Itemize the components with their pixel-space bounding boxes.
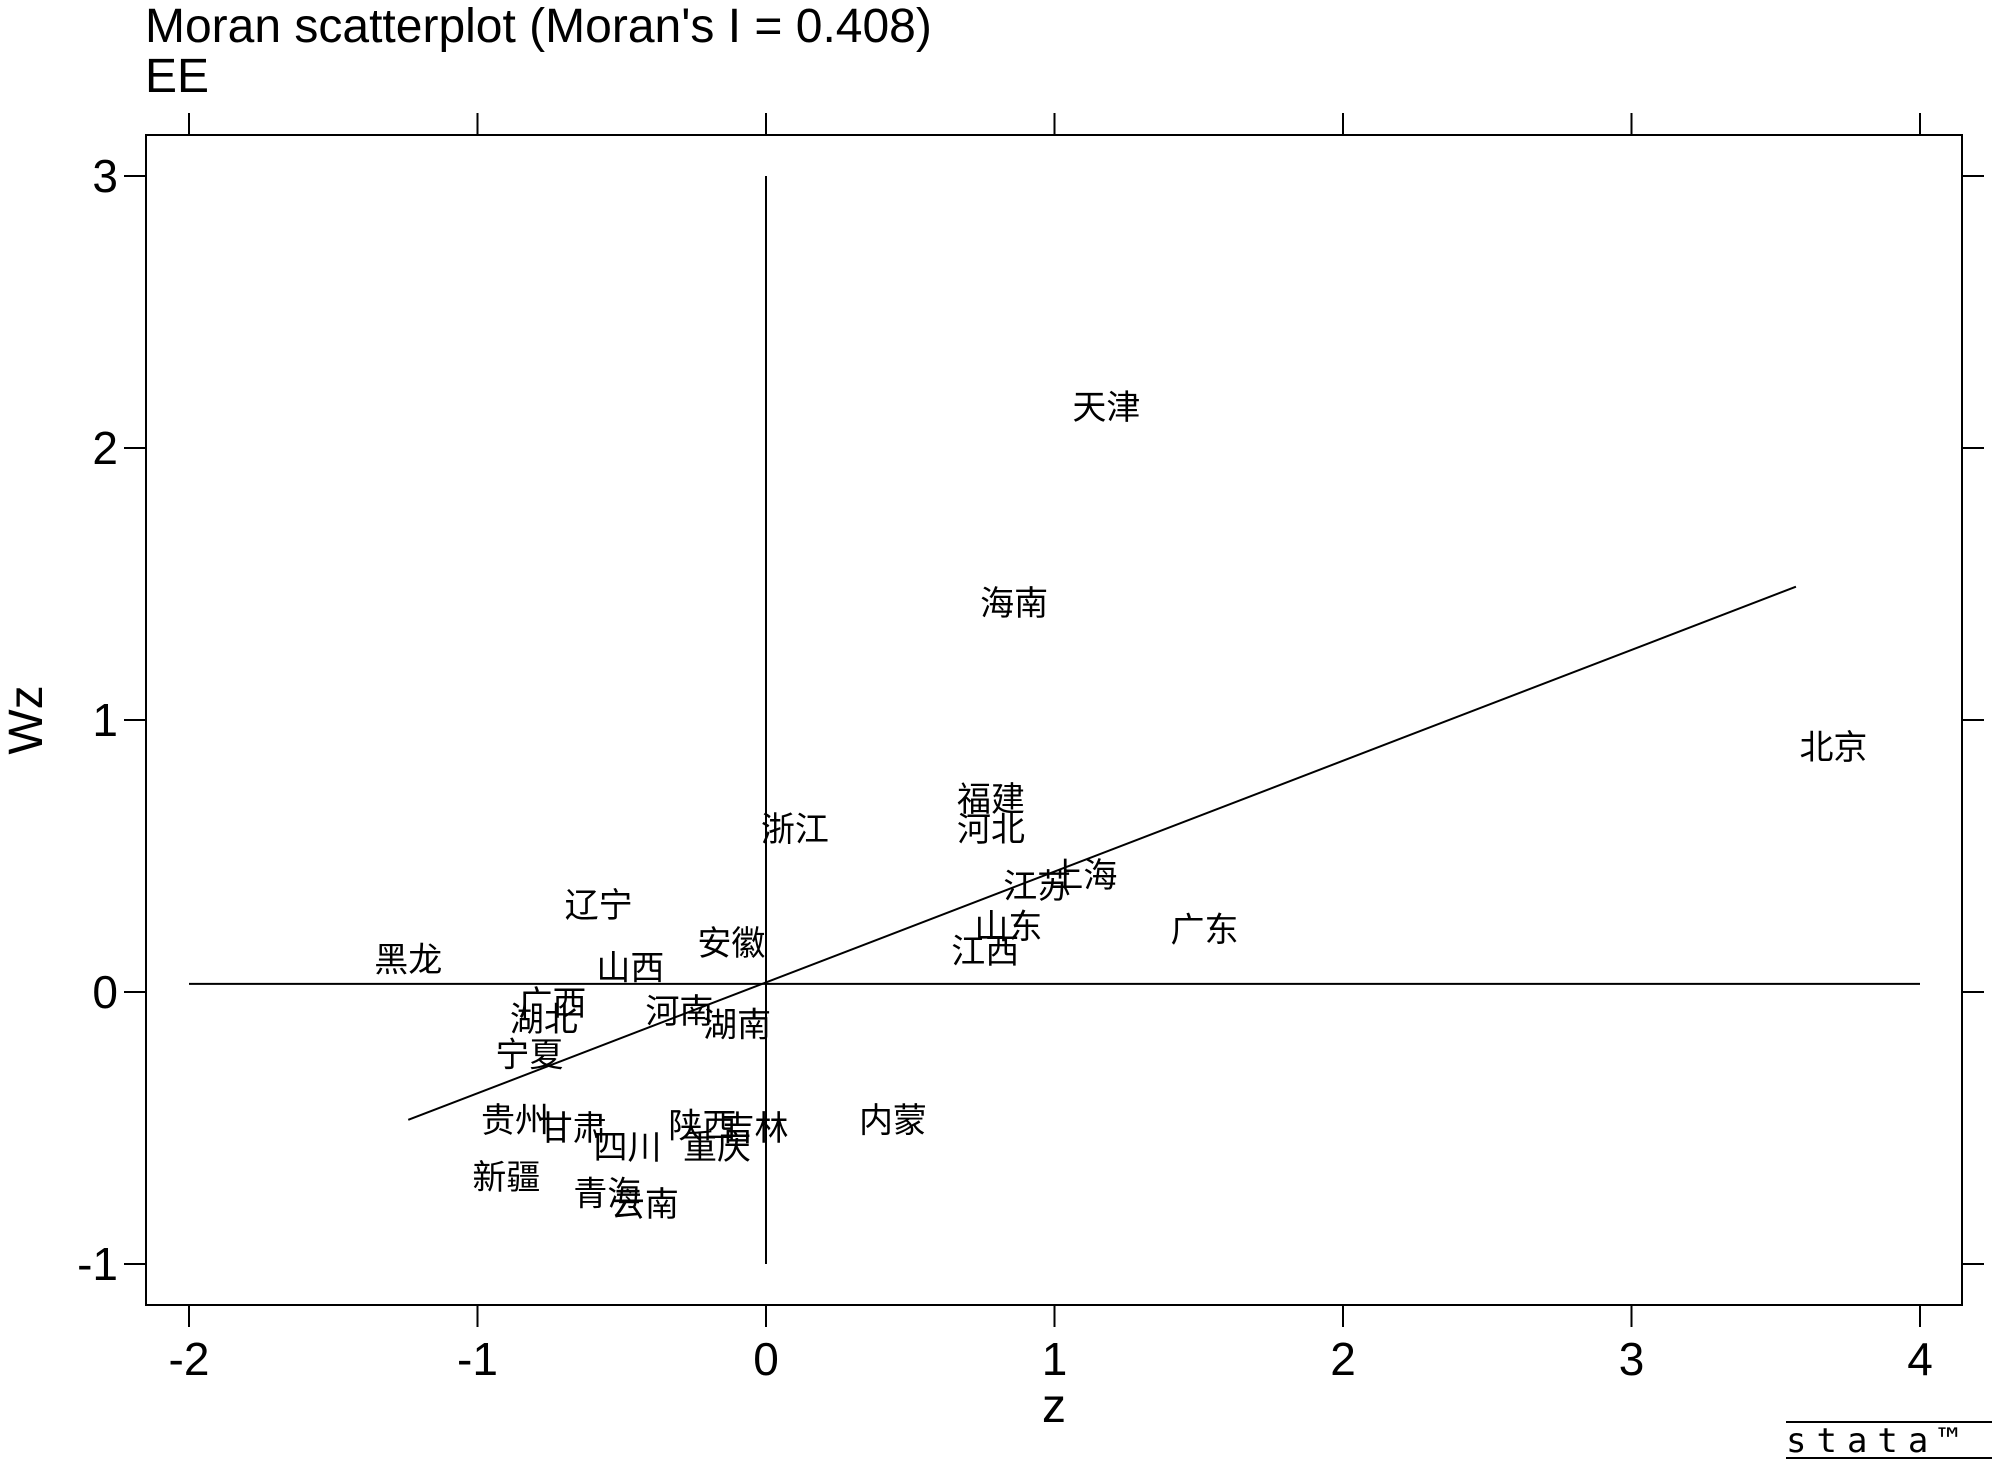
point-label: 辽宁 (565, 886, 633, 926)
point-label: 上海 (1049, 856, 1117, 896)
fit-line-group (407, 585, 1797, 1121)
x-tick-label: 4 (1907, 1333, 1933, 1385)
y-axis-label: Wz (0, 685, 53, 754)
point-label: 天津 (1072, 388, 1140, 428)
x-axis-top (188, 113, 1921, 135)
point-label: 河北 (957, 810, 1025, 850)
point-label: 陕西 (669, 1106, 737, 1146)
point-label: 贵州 (481, 1101, 549, 1141)
point-label: 海南 (980, 584, 1048, 624)
y-tick-label: 2 (92, 422, 118, 474)
reference-lines (189, 176, 1920, 1264)
x-tick-label: 1 (1042, 1333, 1068, 1385)
point-label: 湖南 (703, 1006, 771, 1046)
y-tick-label: -1 (77, 1238, 118, 1290)
point-label: 新疆 (472, 1158, 540, 1198)
point-label: 安徽 (697, 924, 765, 964)
x-tick-label: 0 (753, 1333, 779, 1385)
point-label: 青海 (573, 1174, 641, 1214)
point-label: 浙江 (761, 810, 829, 850)
point-label: 黑龙 (374, 940, 442, 980)
point-label: 江苏 (1003, 867, 1071, 907)
x-axis-bottom: -2 -1 0 1 2 3 4 (169, 1305, 1933, 1385)
x-tick-label: 3 (1619, 1333, 1645, 1385)
point-label: 宁夏 (495, 1036, 563, 1076)
regression-line (407, 585, 1797, 1121)
y-axis-right (1962, 175, 1984, 1265)
x-tick-label: 2 (1330, 1333, 1356, 1385)
stata-logo: stata™ (1786, 1421, 1992, 1461)
point-label: 吉林 (720, 1109, 788, 1149)
point-label: 广东 (1171, 910, 1239, 950)
y-tick-label: 3 (92, 150, 118, 202)
y-tick-label: 1 (92, 694, 118, 746)
point-label: 湖北 (510, 1000, 578, 1040)
point-label: 内蒙 (859, 1101, 927, 1141)
stata-logo-text: stata™ (1786, 1421, 1969, 1461)
y-axis-left: -1 0 1 2 3 (77, 150, 146, 1290)
chart-title: Moran scatterplot (Moran's I = 0.408) (145, 0, 932, 53)
point-label: 甘肃 (539, 1109, 607, 1149)
point-label: 山东 (974, 908, 1042, 948)
y-tick-label: 0 (92, 966, 118, 1018)
point-label: 山西 (596, 949, 664, 989)
point-label: 江西 (951, 932, 1019, 972)
point-label: 广西 (519, 984, 587, 1024)
point-label: 四川 (594, 1128, 662, 1168)
chart-subtitle: EE (145, 50, 209, 103)
point-label: 重庆 (683, 1128, 751, 1168)
x-tick-label: -1 (457, 1333, 498, 1385)
point-label: 福建 (957, 780, 1025, 820)
point-label: 河南 (645, 992, 713, 1032)
point-label: 云南 (611, 1185, 679, 1225)
x-tick-label: -2 (169, 1333, 210, 1385)
x-axis-label: z (1042, 1380, 1066, 1433)
point-label: 北京 (1799, 728, 1867, 768)
